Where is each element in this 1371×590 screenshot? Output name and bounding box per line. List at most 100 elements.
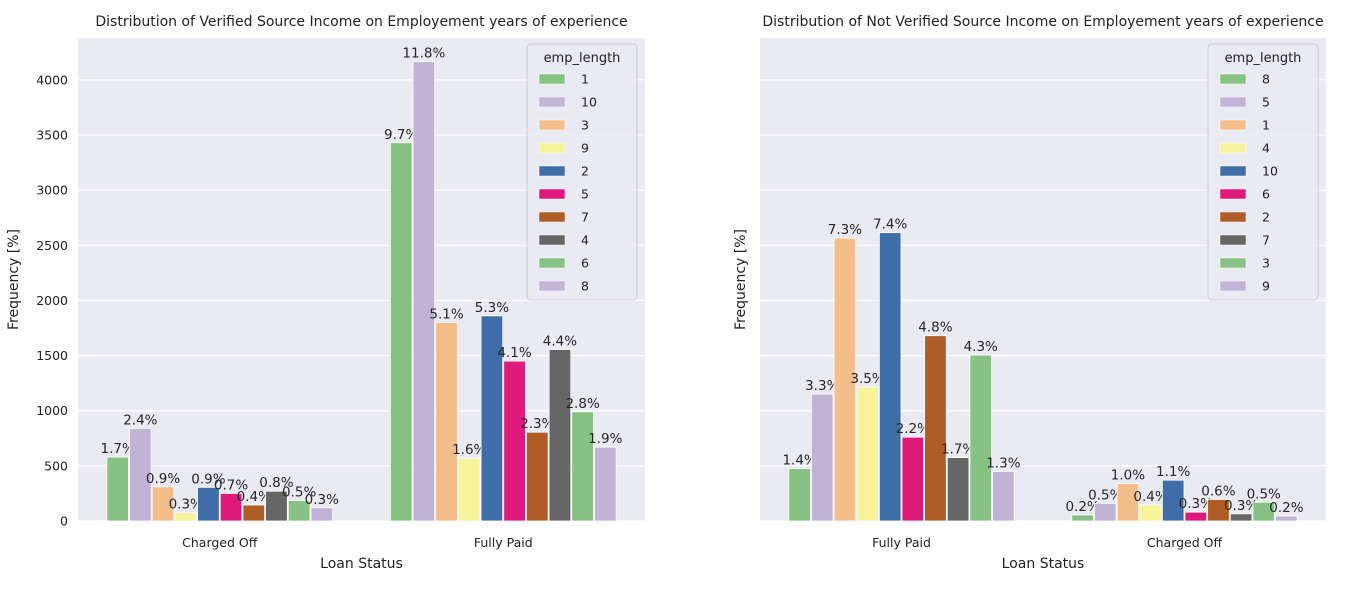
legend-swatch bbox=[538, 280, 566, 292]
legend-title: emp_length bbox=[544, 51, 621, 66]
bar bbox=[129, 427, 152, 522]
legend-swatch bbox=[538, 257, 566, 269]
legend-swatch bbox=[538, 73, 566, 85]
bar-data-label: 1.9% bbox=[588, 431, 622, 447]
legend-item-label: 6 bbox=[581, 256, 589, 271]
bar bbox=[435, 322, 458, 522]
bar-data-label: 0.3% bbox=[169, 497, 203, 513]
bar bbox=[242, 504, 266, 522]
chart-title: Distribution of Verified Source Income o… bbox=[95, 14, 627, 30]
bar bbox=[833, 237, 857, 522]
bar bbox=[526, 431, 549, 522]
bar-data-label: 1.3% bbox=[986, 455, 1020, 471]
bar bbox=[151, 486, 175, 522]
bar-data-label: 0.6% bbox=[1201, 483, 1235, 499]
legend-item-label: 6 bbox=[1262, 187, 1270, 202]
bar bbox=[106, 456, 129, 522]
bar bbox=[594, 446, 617, 522]
legend-item-label: 2 bbox=[581, 164, 589, 179]
bar bbox=[1184, 511, 1208, 522]
legend-item-label: 8 bbox=[581, 279, 589, 294]
bar-data-label: 1.4% bbox=[782, 453, 816, 469]
bar bbox=[571, 411, 594, 522]
bar-data-label: 5.3% bbox=[475, 300, 509, 316]
bar bbox=[174, 512, 197, 522]
bar-data-label: 0.9% bbox=[191, 471, 225, 487]
x-tick-label: Fully Paid bbox=[474, 535, 533, 550]
bar bbox=[1252, 501, 1275, 522]
bar-data-label: 1.0% bbox=[1111, 468, 1145, 484]
legend-swatch bbox=[1219, 257, 1247, 269]
bar bbox=[856, 386, 879, 522]
bar bbox=[548, 349, 572, 522]
bar bbox=[1207, 499, 1230, 522]
bar-data-label: 0.2% bbox=[1269, 500, 1303, 516]
legend-swatch bbox=[1219, 142, 1247, 154]
bar-data-label: 0.5% bbox=[1247, 486, 1281, 502]
x-tick-label: Charged Off bbox=[1147, 535, 1223, 550]
chart-panel-1: 0 500 1000 1500 2000 2500 3000 3500 4000 1.7% 9.7%… bbox=[6, 14, 645, 572]
bar-data-label: 0.2% bbox=[1065, 499, 1099, 515]
y-tick-label: 1000 bbox=[36, 403, 68, 418]
legend-item-label: 3 bbox=[1262, 256, 1270, 271]
bar-data-label: 4.8% bbox=[918, 320, 952, 336]
bar bbox=[310, 507, 334, 522]
legend: emp_length 1 10 3 9 2 5 7 4 6 8 bbox=[526, 43, 638, 301]
bar bbox=[197, 486, 220, 522]
bar bbox=[412, 61, 436, 522]
legend-swatch bbox=[1219, 165, 1247, 177]
y-tick-label: 0 bbox=[60, 514, 68, 529]
bar-data-label: 2.8% bbox=[565, 396, 599, 412]
x-tick-label: Fully Paid bbox=[872, 535, 931, 550]
bar bbox=[946, 457, 970, 522]
legend-item-label: 4 bbox=[1262, 141, 1270, 156]
legend-item-label: 1 bbox=[1262, 118, 1270, 133]
legend-swatch bbox=[538, 96, 566, 108]
legend-item-label: 10 bbox=[1262, 164, 1278, 179]
legend-swatch bbox=[538, 188, 566, 200]
bar-data-label: 2.3% bbox=[520, 416, 554, 432]
legend-swatch bbox=[538, 234, 566, 246]
bar-data-label: 0.3% bbox=[305, 492, 339, 508]
legend-item-label: 4 bbox=[581, 233, 589, 248]
bar-data-label: 0.3% bbox=[1179, 496, 1213, 512]
bar bbox=[1229, 513, 1253, 522]
legend-swatch bbox=[1219, 280, 1247, 292]
bar-data-label: 4.4% bbox=[543, 334, 577, 350]
legend-item-label: 5 bbox=[1262, 95, 1270, 110]
bar-data-label: 0.3% bbox=[1224, 498, 1258, 514]
legend-swatch bbox=[1219, 96, 1247, 108]
bar-data-label: 1.7% bbox=[101, 441, 135, 457]
bar-data-label: 1.1% bbox=[1156, 464, 1190, 480]
bar-data-label: 0.5% bbox=[282, 485, 316, 501]
y-tick-label: 1500 bbox=[36, 348, 68, 363]
legend-item-label: 8 bbox=[1262, 72, 1270, 87]
bar-data-label: 9.7% bbox=[384, 127, 418, 143]
bar bbox=[503, 360, 526, 522]
bar bbox=[1116, 483, 1140, 522]
legend-item-label: 9 bbox=[1262, 279, 1270, 294]
x-axis-label: Loan Status bbox=[1002, 556, 1085, 572]
bar-data-label: 5.1% bbox=[429, 307, 463, 323]
bar-data-label: 0.7% bbox=[214, 477, 248, 493]
y-tick-label: 2000 bbox=[36, 293, 68, 308]
legend-swatch bbox=[538, 119, 566, 131]
bar-data-label: 1.6% bbox=[452, 442, 486, 458]
legend-swatch bbox=[538, 142, 566, 154]
legend-item-label: 1 bbox=[581, 72, 589, 87]
bar bbox=[389, 142, 413, 522]
bar bbox=[1275, 515, 1298, 522]
bar-data-label: 7.3% bbox=[828, 222, 862, 238]
bar bbox=[788, 468, 811, 522]
bar-data-label: 7.4% bbox=[873, 217, 907, 233]
legend-swatch bbox=[1219, 119, 1247, 131]
legend-item-label: 10 bbox=[581, 95, 597, 110]
bar-data-label: 4.1% bbox=[497, 345, 531, 361]
bar-data-label: 0.9% bbox=[146, 471, 180, 487]
y-tick-label: 3500 bbox=[36, 128, 68, 143]
bar bbox=[287, 500, 311, 522]
legend-swatch bbox=[538, 165, 566, 177]
bar-data-label: 0.4% bbox=[237, 489, 271, 505]
